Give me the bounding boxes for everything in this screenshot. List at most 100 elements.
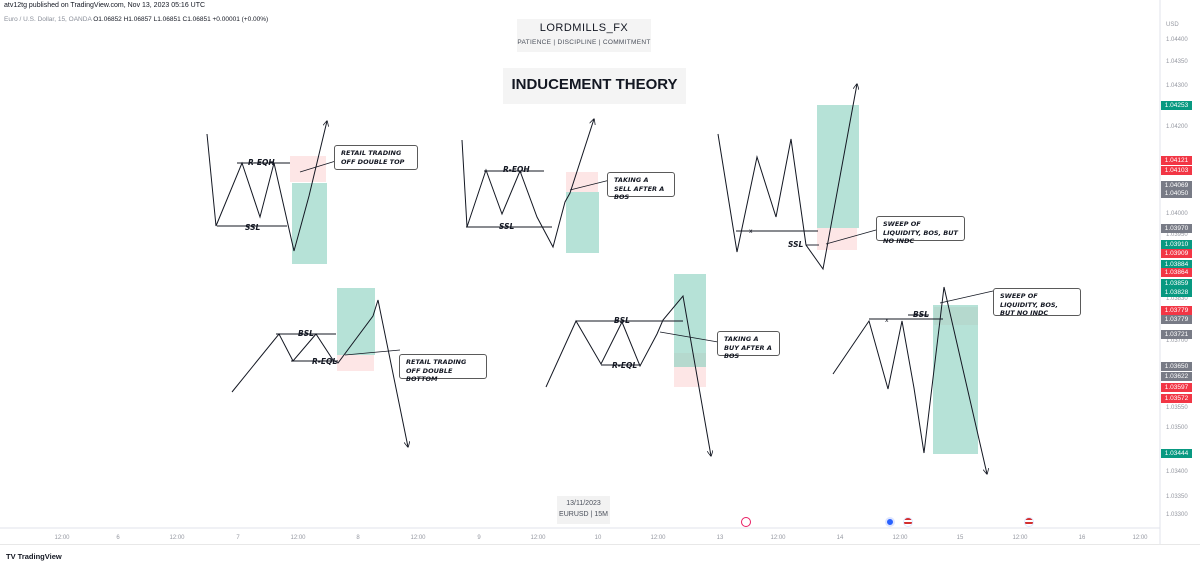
level-label-ssl: SSL xyxy=(245,223,261,232)
level-label-ssl: SSL xyxy=(788,240,804,249)
time-tick-label: 12:00 xyxy=(650,535,666,541)
panel-sell-sweep: x xyxy=(717,84,877,271)
price-tick-label: 1.03550 xyxy=(1166,405,1188,411)
target-zone xyxy=(566,192,599,253)
level-label-r-eql: R-EQL xyxy=(312,357,338,366)
panel-sell-double-top xyxy=(206,121,340,264)
callout-pointer xyxy=(569,179,611,191)
entry-zone xyxy=(566,172,598,192)
callout-buy-after-bos[interactable]: TAKING A BUY AFTER A BOS xyxy=(717,331,780,360)
price-label: 1.03597 xyxy=(1161,383,1192,392)
time-tick-label: 7 xyxy=(236,535,240,541)
chart-title: INDUCEMENT THEORY xyxy=(511,76,678,93)
price-label: 1.03444 xyxy=(1161,449,1192,458)
callout-pointer xyxy=(659,331,719,343)
entry-zone xyxy=(337,355,374,371)
price-path xyxy=(206,121,327,252)
sweep-mark: x xyxy=(885,317,889,324)
time-tick-label: 16 xyxy=(1078,535,1086,541)
panel-buy-after-bos xyxy=(545,274,719,456)
time-tick-label: 15 xyxy=(956,535,964,541)
us-flag-icon[interactable] xyxy=(1024,517,1034,527)
price-tick-label: 1.04200 xyxy=(1166,124,1188,130)
price-label: 1.03859 xyxy=(1161,279,1192,288)
brand-tagline: PATIENCE | DISCIPLINE | COMMITMENT xyxy=(517,39,651,46)
symbol-line: Euro / U.S. Dollar, 15, OANDA O1.06852 H… xyxy=(4,16,268,23)
price-path xyxy=(832,286,987,474)
level-label-bsl: BSL xyxy=(913,310,929,319)
panel-sell-after-bos xyxy=(461,119,611,253)
time-tick-label: 12:00 xyxy=(770,535,786,541)
price-label: 1.04069 xyxy=(1161,181,1192,190)
tv-logo-icon: TV xyxy=(6,552,18,561)
symbol-name[interactable]: Euro / U.S. Dollar, 15, OANDA xyxy=(4,16,92,23)
callout-sweep-buy[interactable]: SWEEP OF LIQUIDITY, BOS, BUT NO INDC xyxy=(993,288,1081,317)
callout-pointer xyxy=(299,159,340,173)
publisher-line: atv12tg published on TradingView.com, No… xyxy=(4,2,206,9)
price-tick-label: 1.03350 xyxy=(1166,494,1188,500)
price-label: 1.03779 xyxy=(1161,306,1192,315)
time-tick-label: 9 xyxy=(477,535,481,541)
price-label: 1.03721 xyxy=(1161,330,1192,339)
price-label: 1.03970 xyxy=(1161,224,1192,233)
level-label-ssl: SSL xyxy=(499,222,515,231)
target-zone xyxy=(292,183,327,264)
target-zone xyxy=(933,305,978,454)
price-label: 1.03884 xyxy=(1161,260,1192,269)
price-tick-label: 1.04400 xyxy=(1166,37,1188,43)
price-tick-label: 1.03300 xyxy=(1166,512,1188,518)
price-label: 1.03909 xyxy=(1161,249,1192,258)
price-label: 1.03622 xyxy=(1161,372,1192,381)
price-label: 1.03572 xyxy=(1161,394,1192,403)
tradingview-logo[interactable]: TV TradingView xyxy=(6,552,62,561)
price-tick-label: 1.03700 xyxy=(1166,338,1188,344)
brand-name: LORDMILLS_FX xyxy=(539,22,629,34)
time-tick-label: 12:00 xyxy=(290,535,306,541)
level-label-r-eql: R-EQL xyxy=(612,361,638,370)
time-tick-label: 12:00 xyxy=(1012,535,1028,541)
price-label: 1.03910 xyxy=(1161,240,1192,249)
target-zone xyxy=(817,105,859,228)
price-path xyxy=(717,84,857,271)
time-tick-label: 13 xyxy=(716,535,724,541)
price-path xyxy=(545,294,711,456)
time-tick-label: 12:00 xyxy=(54,535,70,541)
earth-icon[interactable] xyxy=(885,517,895,527)
time-tick-label: 12:00 xyxy=(892,535,908,541)
time-tick-label: 12:00 xyxy=(410,535,426,541)
price-label: 1.04103 xyxy=(1161,166,1192,175)
sweep-mark: x xyxy=(749,228,753,235)
pair-text: EURUSD | 15M xyxy=(559,511,608,518)
price-label: 1.03864 xyxy=(1161,268,1192,277)
panel-buy-sweep: x xyxy=(832,286,994,474)
callout-retail-double-top[interactable]: RETAIL TRADING OFF DOUBLE TOP xyxy=(334,145,418,170)
price-tick-label: 1.04300 xyxy=(1166,83,1188,89)
price-label: 1.04253 xyxy=(1161,101,1192,110)
time-tick-label: 8 xyxy=(356,535,360,541)
price-path xyxy=(231,299,408,447)
callout-pointer xyxy=(939,290,994,304)
callout-retail-double-bottom[interactable]: RETAIL TRADING OFF DOUBLE BOTTOM xyxy=(399,354,487,383)
price-label: 1.03650 xyxy=(1161,362,1192,371)
callout-pointer xyxy=(344,349,401,356)
time-tick-label: 14 xyxy=(836,535,844,541)
time-tick-label: 12:00 xyxy=(530,535,546,541)
entry-zone xyxy=(290,156,326,182)
level-label-bsl: BSL xyxy=(298,329,314,338)
price-path xyxy=(461,119,594,249)
us-flag-icon[interactable] xyxy=(903,517,913,527)
price-tick-label: 1.03500 xyxy=(1166,425,1188,431)
price-tick-label: 1.03400 xyxy=(1166,469,1188,475)
price-label: 1.03779 xyxy=(1161,315,1192,324)
price-tick-label: 1.03830 xyxy=(1166,296,1188,302)
callout-sweep-sell[interactable]: SWEEP OF LIQUIDITY, BOS, BUT NO INDC xyxy=(876,216,965,245)
price-tick-label: 1.03950 xyxy=(1166,232,1188,238)
date-text: 13/11/2023 xyxy=(566,500,601,507)
price-label: 1.04121 xyxy=(1161,156,1192,165)
callout-sell-after-bos[interactable]: TAKING A SELL AFTER A BOS xyxy=(607,172,675,201)
event-flag-icon[interactable] xyxy=(741,517,751,527)
price-label: 1.03828 xyxy=(1161,288,1192,297)
callout-pointer xyxy=(825,229,877,245)
date-watermark: 13/11/2023 EURUSD | 15M xyxy=(557,496,610,524)
